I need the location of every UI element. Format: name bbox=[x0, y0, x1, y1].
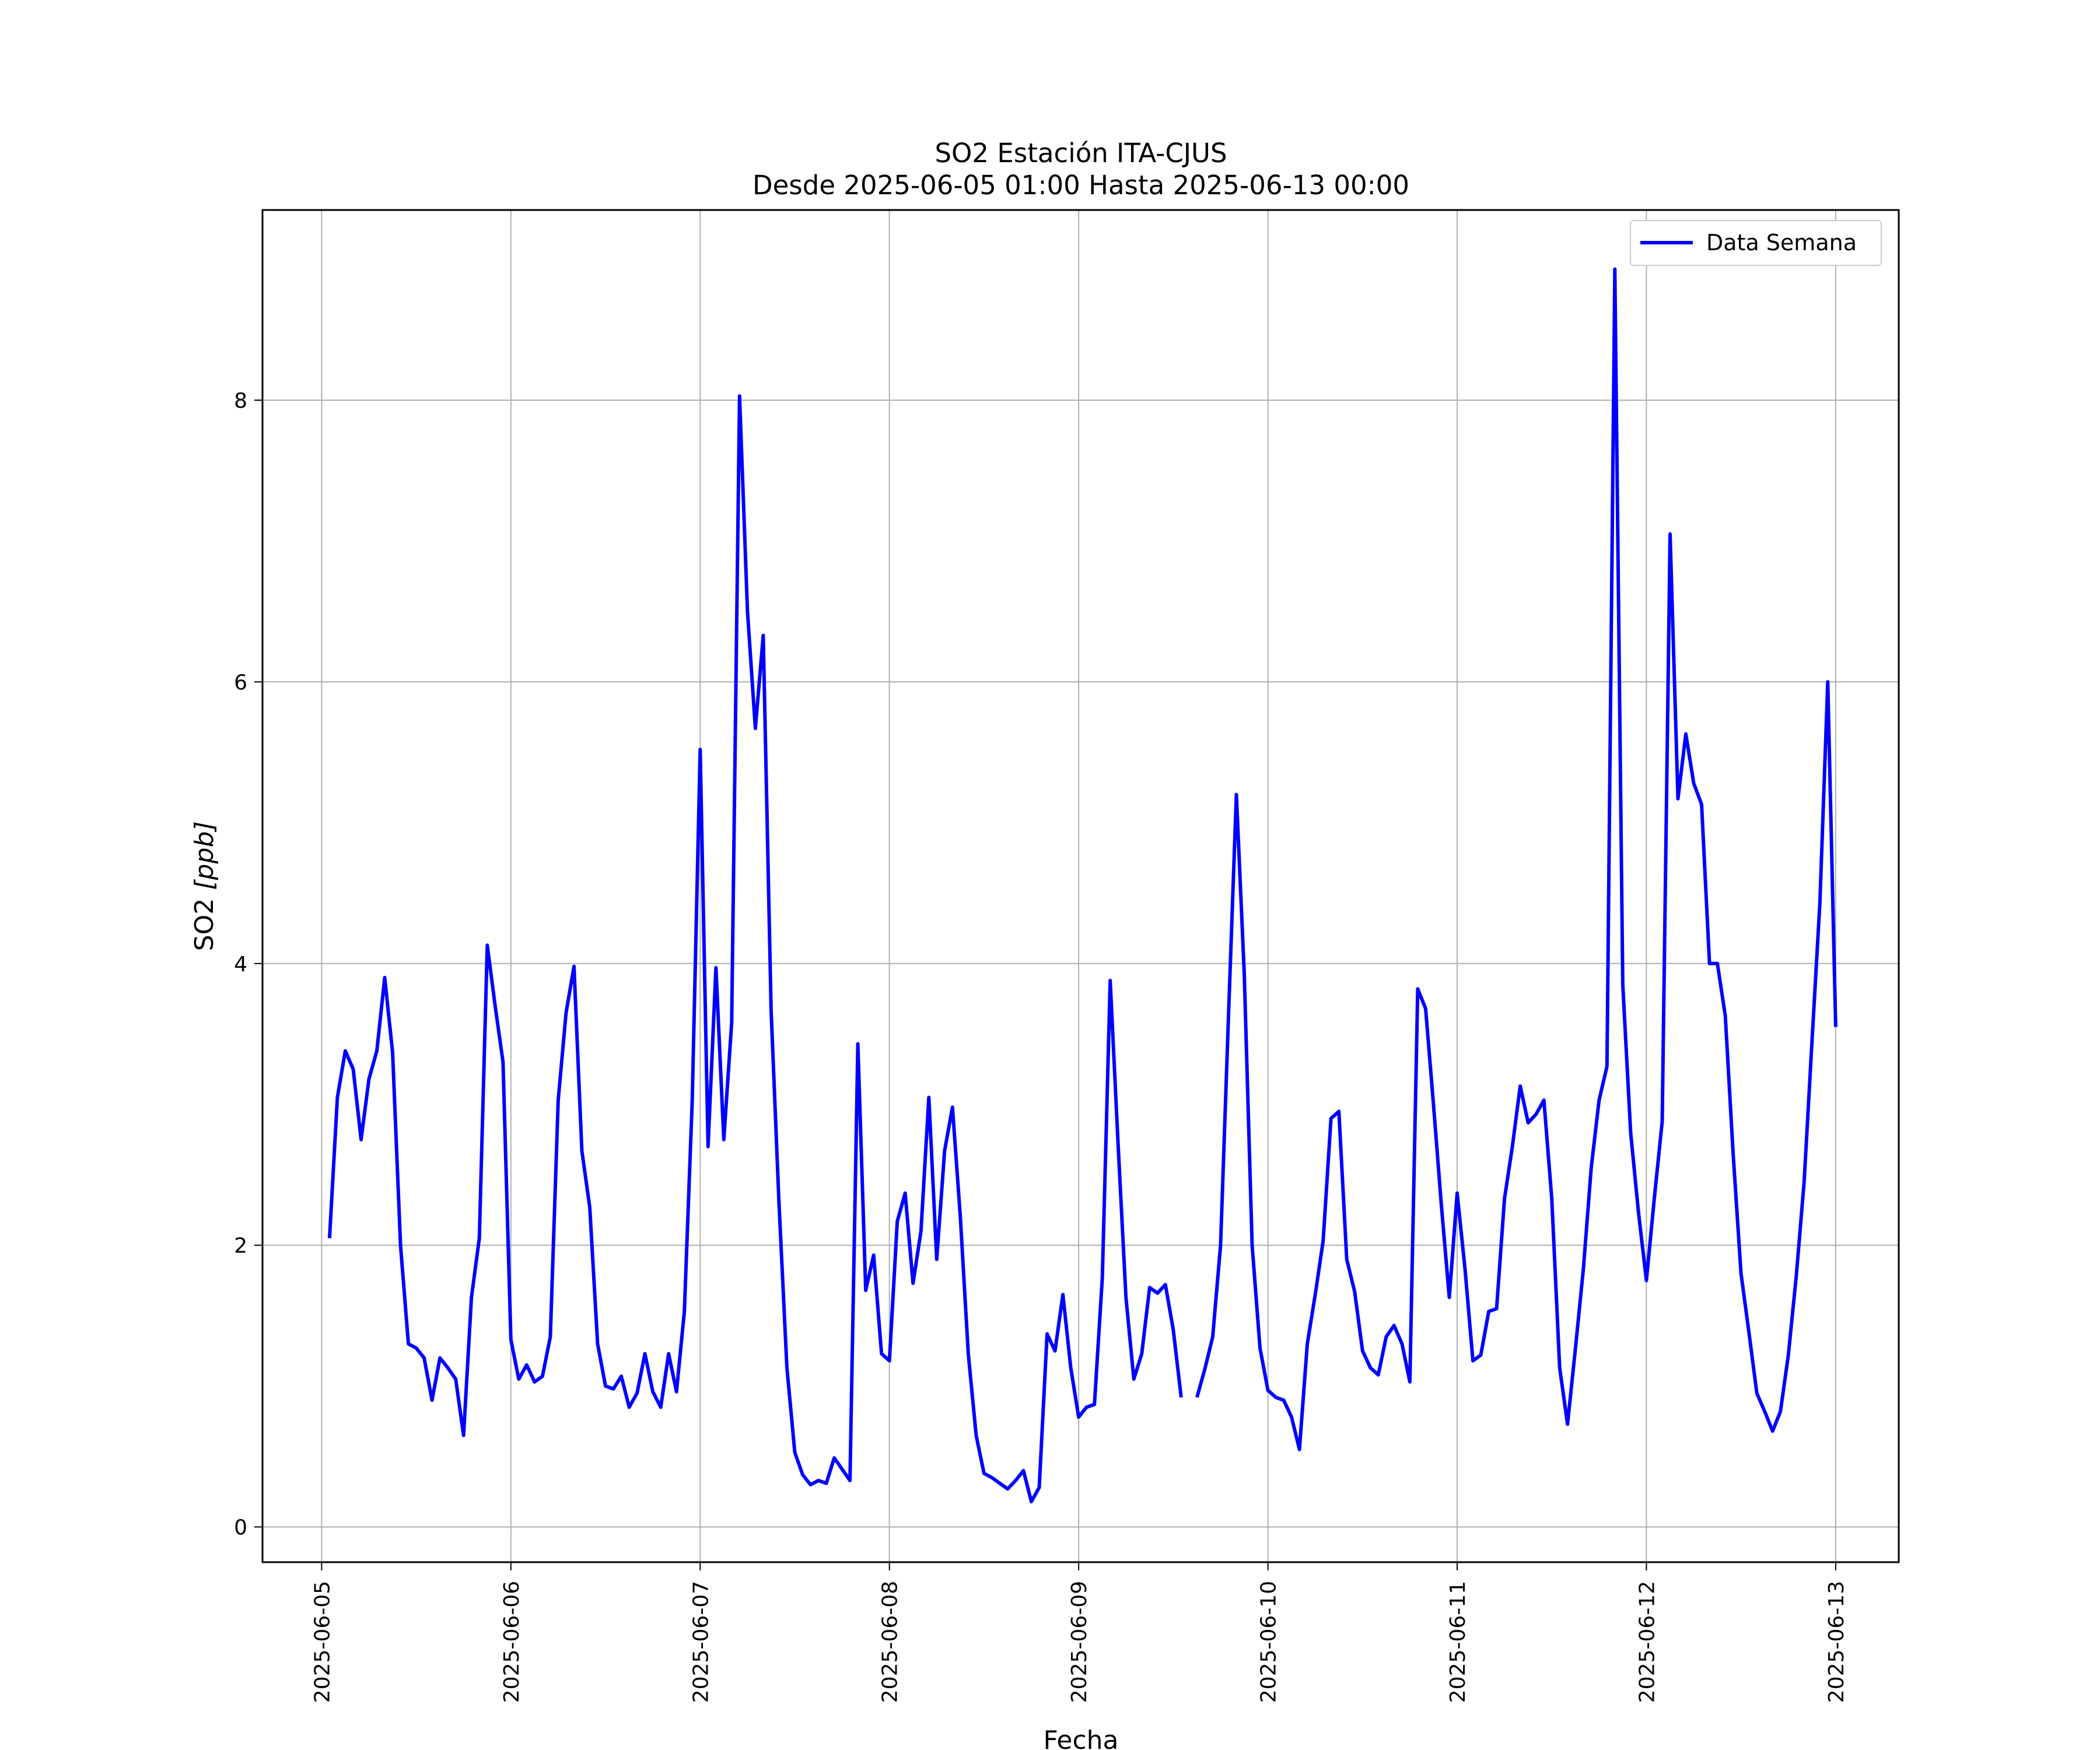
x-tick-label: 2025-06-06 bbox=[500, 1581, 524, 1703]
y-tick-label: 6 bbox=[234, 671, 247, 695]
x-tick-label: 2025-06-09 bbox=[1068, 1581, 1091, 1703]
y-axis-label-unit: [ppb] bbox=[190, 821, 219, 890]
x-tick-label: 2025-06-12 bbox=[1635, 1581, 1659, 1703]
grid-lines bbox=[262, 210, 1899, 1562]
x-tick-label: 2025-06-07 bbox=[689, 1581, 713, 1703]
y-tick-label: 0 bbox=[234, 1516, 247, 1540]
y-tick-label: 8 bbox=[234, 389, 247, 413]
plot-area-frame bbox=[261, 209, 1900, 1563]
series-layer bbox=[327, 267, 1838, 1504]
x-tick-label: 2025-06-13 bbox=[1825, 1581, 1849, 1703]
y-axis-label-main: SO2 bbox=[190, 890, 219, 951]
legend-label-data-semana: Data Semana bbox=[1706, 230, 1857, 256]
chart-subtitle: Desde 2025-06-05 01:00 Hasta 2025-06-13 … bbox=[752, 170, 1409, 201]
x-tick-label: 2025-06-08 bbox=[878, 1581, 902, 1703]
series-line-data-semana bbox=[1195, 267, 1838, 1451]
y-tick-label: 4 bbox=[234, 953, 247, 977]
legend-box bbox=[1630, 220, 1882, 266]
x-axis-label: Fecha bbox=[1043, 1726, 1118, 1750]
y-tick-label: 2 bbox=[234, 1234, 247, 1258]
x-tick-label: 2025-06-10 bbox=[1257, 1581, 1281, 1703]
y-axis-label: SO2 [ppb] bbox=[190, 821, 219, 951]
x-tick-label: 2025-06-05 bbox=[310, 1581, 334, 1703]
legend: Data Semana bbox=[1630, 220, 1882, 266]
x-tick-label: 2025-06-11 bbox=[1446, 1581, 1470, 1703]
axis-ticks: 2025-06-05 2025-06-06 2025-06-07 2025-06-08… bbox=[234, 389, 1849, 1703]
chart-title: SO2 Estación ITA-CJUS bbox=[935, 138, 1227, 169]
series-line-data-semana bbox=[327, 394, 1183, 1504]
